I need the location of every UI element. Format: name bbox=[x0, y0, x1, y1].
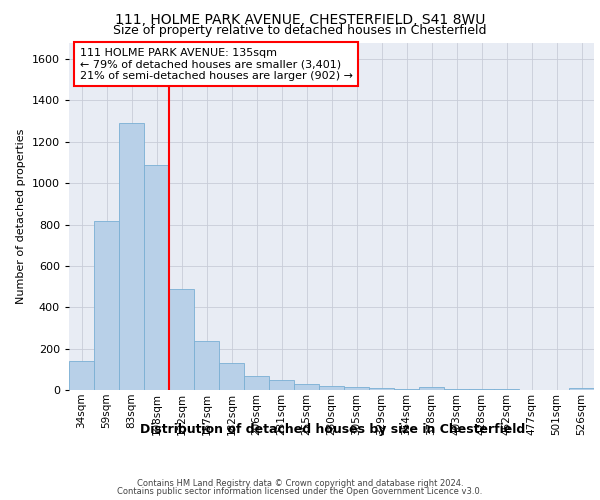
Bar bbox=[569, 388, 594, 390]
Bar bbox=[169, 288, 194, 390]
Bar bbox=[344, 388, 369, 390]
Text: Distribution of detached houses by size in Chesterfield: Distribution of detached houses by size … bbox=[140, 422, 526, 436]
Bar bbox=[369, 388, 394, 390]
Bar bbox=[394, 388, 419, 390]
Bar bbox=[119, 123, 144, 390]
Bar bbox=[244, 376, 269, 390]
Y-axis label: Number of detached properties: Number of detached properties bbox=[16, 128, 26, 304]
Bar bbox=[444, 389, 469, 390]
Bar bbox=[69, 361, 94, 390]
Bar bbox=[219, 363, 244, 390]
Text: 111 HOLME PARK AVENUE: 135sqm
← 79% of detached houses are smaller (3,401)
21% o: 111 HOLME PARK AVENUE: 135sqm ← 79% of d… bbox=[79, 48, 353, 81]
Bar bbox=[319, 386, 344, 390]
Text: 111, HOLME PARK AVENUE, CHESTERFIELD, S41 8WU: 111, HOLME PARK AVENUE, CHESTERFIELD, S4… bbox=[115, 12, 485, 26]
Text: Contains HM Land Registry data © Crown copyright and database right 2024.: Contains HM Land Registry data © Crown c… bbox=[137, 478, 463, 488]
Bar bbox=[419, 388, 444, 390]
Bar bbox=[144, 164, 169, 390]
Bar bbox=[194, 342, 219, 390]
Text: Contains public sector information licensed under the Open Government Licence v3: Contains public sector information licen… bbox=[118, 487, 482, 496]
Bar bbox=[94, 222, 119, 390]
Bar bbox=[269, 380, 294, 390]
Bar bbox=[294, 384, 319, 390]
Text: Size of property relative to detached houses in Chesterfield: Size of property relative to detached ho… bbox=[113, 24, 487, 37]
